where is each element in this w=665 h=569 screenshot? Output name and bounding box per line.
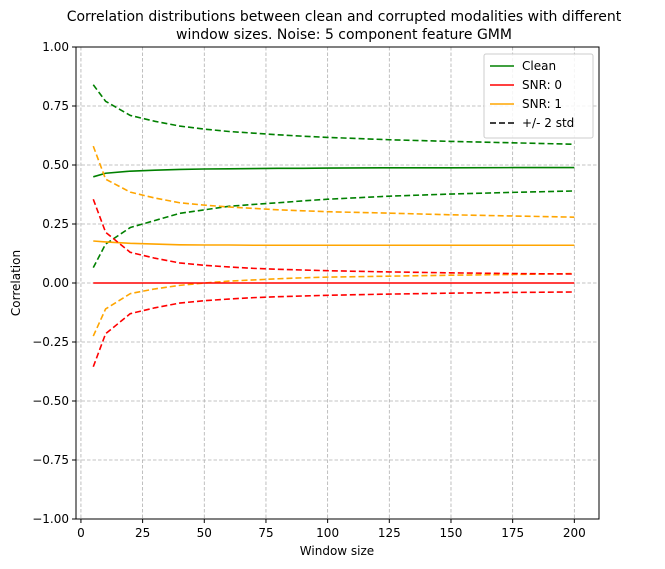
std-band-line-2 [92,190,575,269]
x-tick-label: 150 [440,526,463,540]
legend-label: SNR: 0 [522,78,562,92]
x-axis-label: Window size [300,544,374,558]
legend-label: Clean [522,59,556,73]
legend: Clean SNR: 0 SNR: 1 +/- 2 std [483,53,594,139]
std-band-line-7 [92,145,575,218]
legend-box [483,53,594,139]
legend-label: SNR: 1 [522,97,562,111]
y-tick-label: 0.00 [42,276,69,290]
y-tick-label: 0.75 [42,99,69,113]
x-axis: 0 25 50 75 100 125 150 175 200 [77,519,586,540]
x-tick-label: 0 [77,526,85,540]
series-line-0 [93,166,575,178]
grid [76,46,599,520]
chart-title-line-1: Correlation distributions between clean … [67,9,622,25]
x-tick-label: 75 [258,526,273,540]
legend-label: +/- 2 std [522,116,574,130]
x-tick-label: 25 [135,526,150,540]
x-tick-label: 125 [378,526,401,540]
y-tick-label: 0.50 [42,158,69,172]
y-tick-label: −0.25 [32,335,69,349]
y-tick-label: −0.75 [32,453,69,467]
std-band-line-5 [92,291,575,368]
y-axis-label: Correlation [9,250,23,316]
x-tick-label: 175 [501,526,524,540]
std-band-line-8 [92,272,575,337]
series-layer [92,84,575,368]
y-tick-label: 0.25 [42,217,69,231]
x-tick-label: 100 [316,526,339,540]
series-line-6 [93,240,575,247]
x-tick-label: 50 [197,526,212,540]
std-band-line-4 [92,198,575,275]
y-tick-label: −1.00 [32,512,69,526]
y-tick-label: −0.50 [32,394,69,408]
std-band-line-1 [92,84,575,146]
y-tick-label: 1.00 [42,40,69,54]
chart-title-line-2: window sizes. Noise: 5 component feature… [176,27,512,43]
x-tick-label: 200 [563,526,586,540]
y-axis: −1.00 −0.75 −0.50 −0.25 0.00 0.25 0.50 0.75 1.00 [32,40,76,526]
